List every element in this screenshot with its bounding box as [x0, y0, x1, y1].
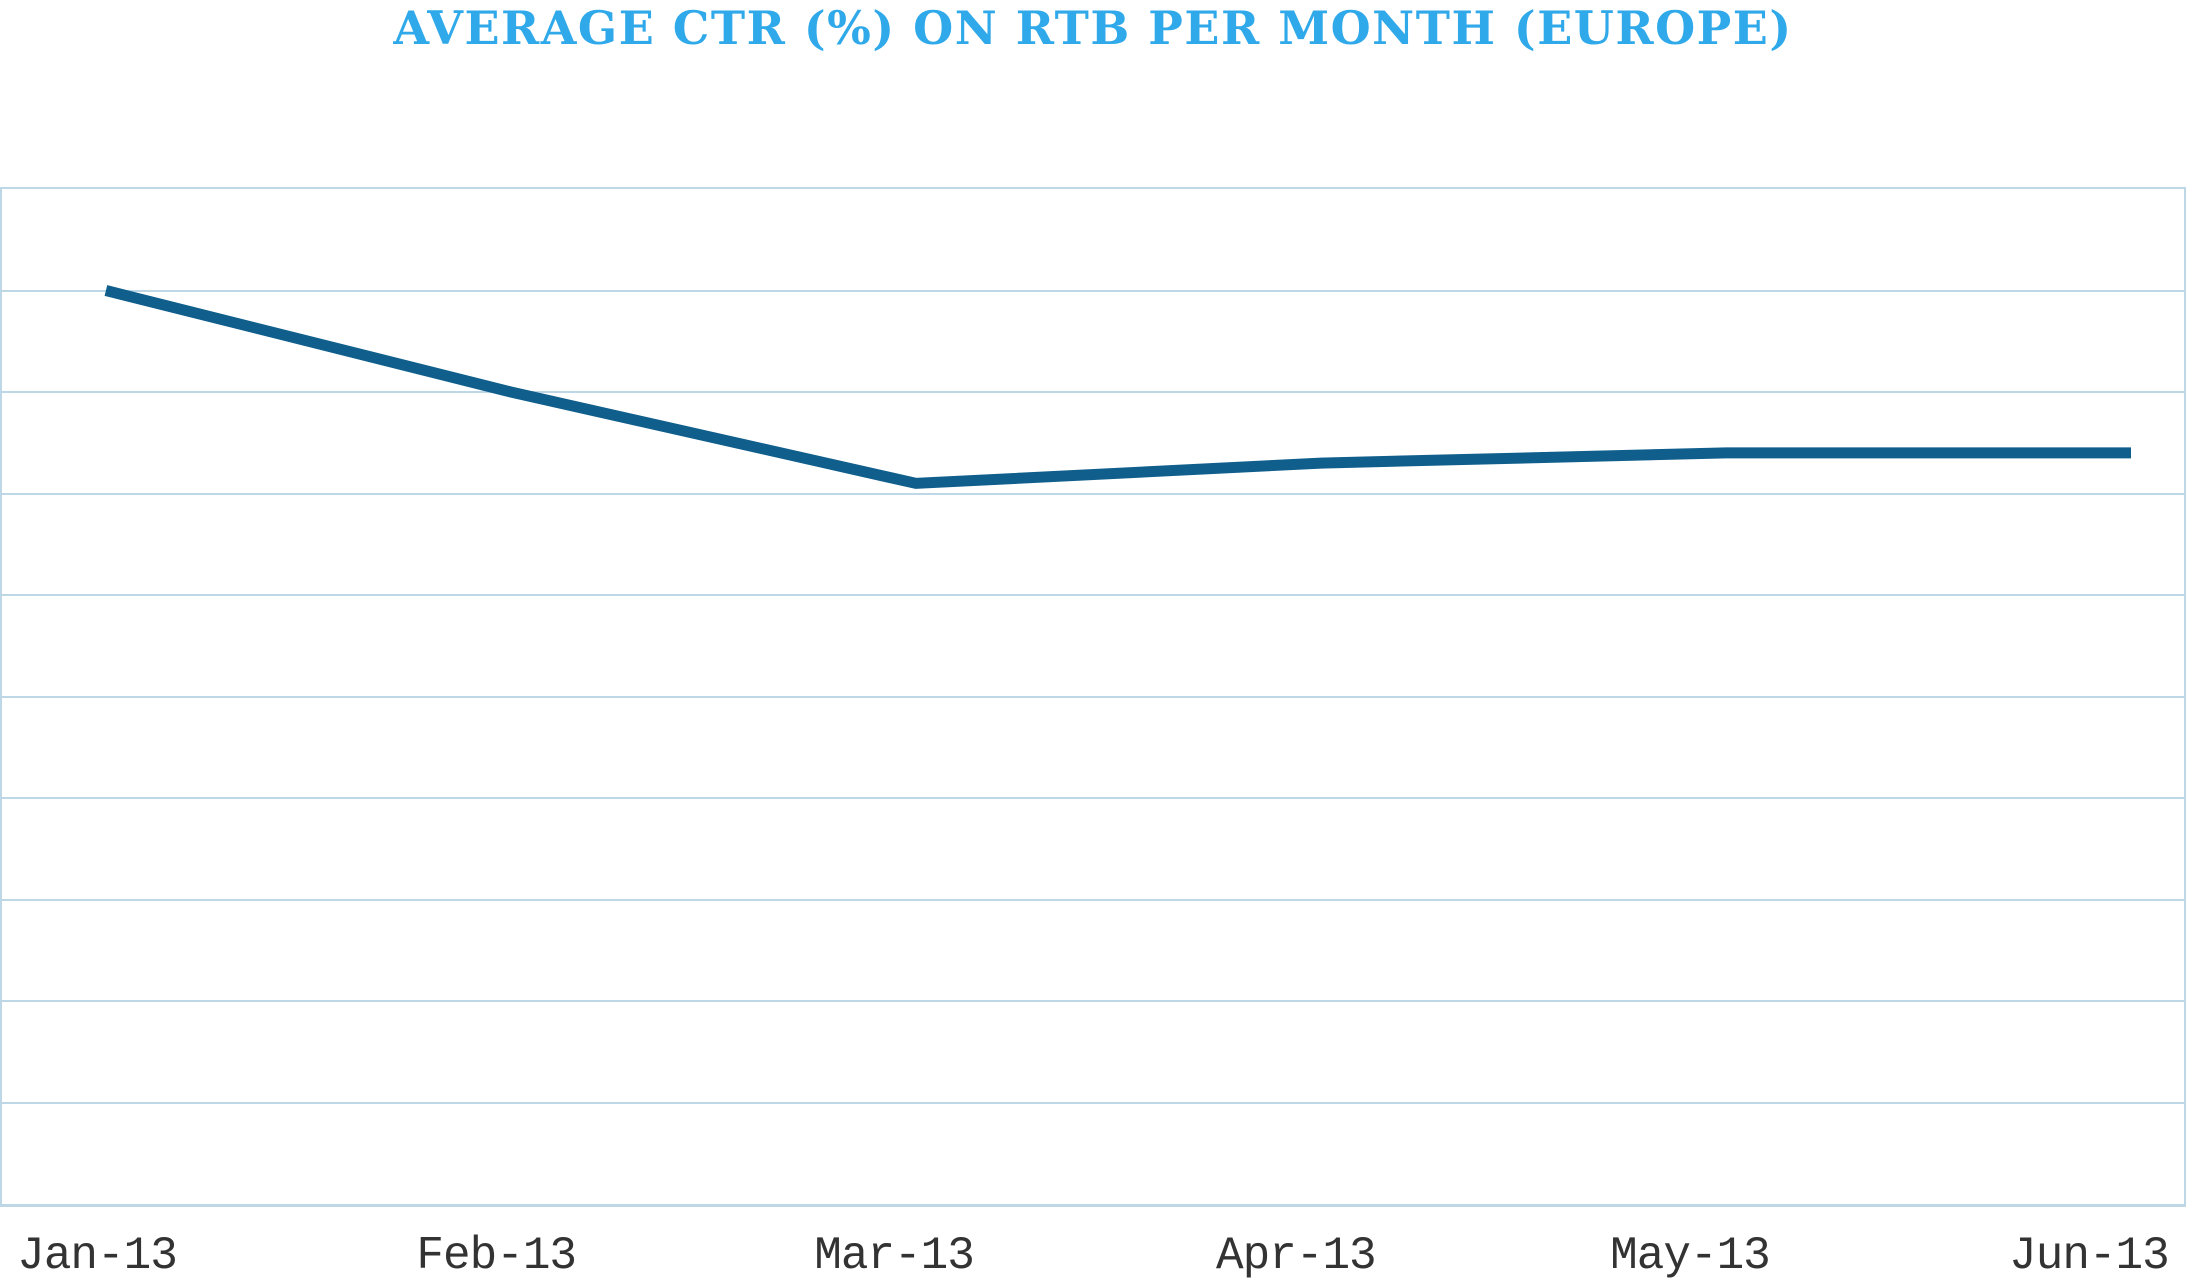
x-tick-label: Feb-13: [416, 1230, 577, 1282]
gridline: [2, 289, 2184, 292]
gridline: [2, 898, 2184, 901]
x-tick-label: Jan-13: [17, 1230, 178, 1282]
series-polyline: [104, 285, 2131, 489]
plot-area: [0, 187, 2186, 1207]
gridline: [2, 492, 2184, 495]
gridline: [2, 797, 2184, 799]
x-tick-label: Apr-13: [1216, 1230, 1377, 1282]
x-tick-label: Jun-13: [2009, 1230, 2170, 1282]
gridline: [2, 391, 2184, 393]
gridline: [2, 695, 2184, 698]
x-tick-label: May-13: [1610, 1230, 1771, 1282]
ctr-line-series: [104, 285, 2131, 489]
gridline: [2, 594, 2184, 596]
x-tick-label: Mar-13: [814, 1230, 975, 1282]
chart-title: AVERAGE CTR (%) ON RTB PER MONTH (EUROPE…: [393, 1, 1793, 55]
x-axis: Jan-13 Feb-13 Mar-13 Apr-13 May-13 Jun-13: [0, 1226, 2186, 1286]
gridline: [2, 1101, 2184, 1104]
gridline: [2, 1000, 2184, 1002]
